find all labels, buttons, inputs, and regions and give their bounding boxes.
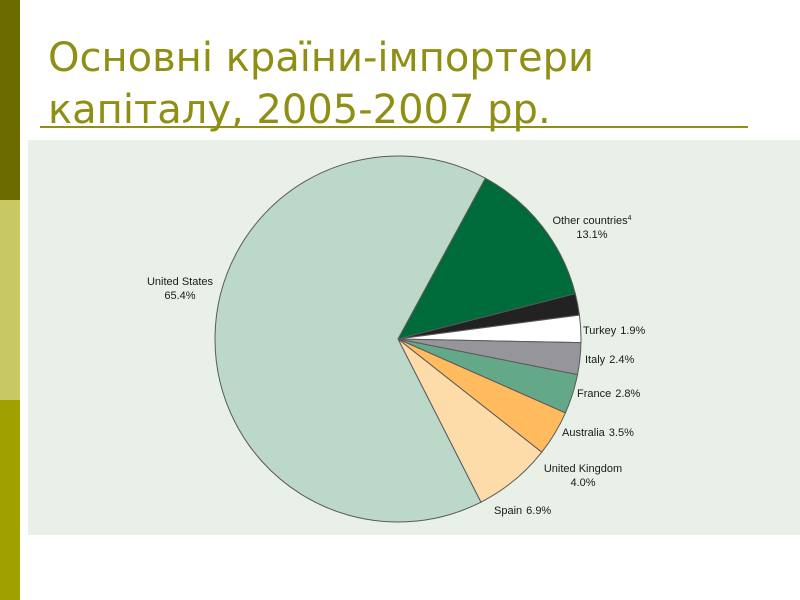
pie-label-name: Other countries	[552, 215, 628, 227]
pie-label-value: 2.8%	[615, 388, 640, 400]
pie-label-value: 6.9%	[526, 505, 551, 517]
pie-label-value: 3.5%	[609, 427, 634, 439]
pie-label-value: 4.0%	[570, 477, 595, 489]
pie-slice-other-countries	[397, 177, 576, 340]
side-strip-top	[0, 0, 20, 200]
slide-title: Основні країни-імпортери капіталу, 2005-…	[48, 32, 594, 136]
pie-label-australia: Australia 3.5%	[562, 427, 634, 439]
pie-label-value: 2.4%	[609, 354, 634, 366]
pie-label-value: 13.1%	[576, 229, 607, 241]
pie-label-name: Turkey	[583, 325, 617, 337]
pie-label-name: Spain	[494, 505, 522, 517]
pie-slice-united-states	[214, 155, 486, 523]
pie-label-france: France 2.8%	[577, 388, 641, 400]
chart-panel: Other countries4 13.1% Turkey 1.9% Italy 2.4%…	[28, 140, 800, 535]
pie-label-name: Australia	[562, 427, 606, 439]
pie-label-other-countries: Other countries4 13.1%	[552, 215, 631, 241]
pie-label-value: 65.4%	[164, 290, 195, 302]
pie-label-united-kingdom: United Kingdom 4.0%	[544, 463, 622, 489]
pie-label-name: France	[577, 388, 611, 400]
pie-label-name: Italy	[585, 354, 606, 366]
pie-label-spain: Spain 6.9%	[494, 505, 551, 517]
slide-title-line-2: капіталу, 2005-2007 рр.	[48, 87, 551, 133]
slide-title-line-1: Основні країни-імпортери	[48, 35, 595, 81]
side-strip-middle	[0, 200, 20, 400]
title-underline	[40, 126, 748, 128]
pie-chart: Other countries4 13.1% Turkey 1.9% Italy 2.4%…	[147, 155, 646, 523]
pie-label-name: United Kingdom	[544, 463, 622, 475]
side-strip-bottom	[0, 400, 20, 600]
pie-label-italy: Italy 2.4%	[585, 354, 634, 366]
pie-label-superscript: 4	[628, 215, 632, 222]
pie-label-name: United States	[147, 276, 214, 288]
pie-label-turkey: Turkey 1.9%	[583, 325, 646, 337]
pie-label-value: 1.9%	[620, 325, 645, 337]
pie-label-united-states: United States 65.4%	[147, 276, 214, 302]
